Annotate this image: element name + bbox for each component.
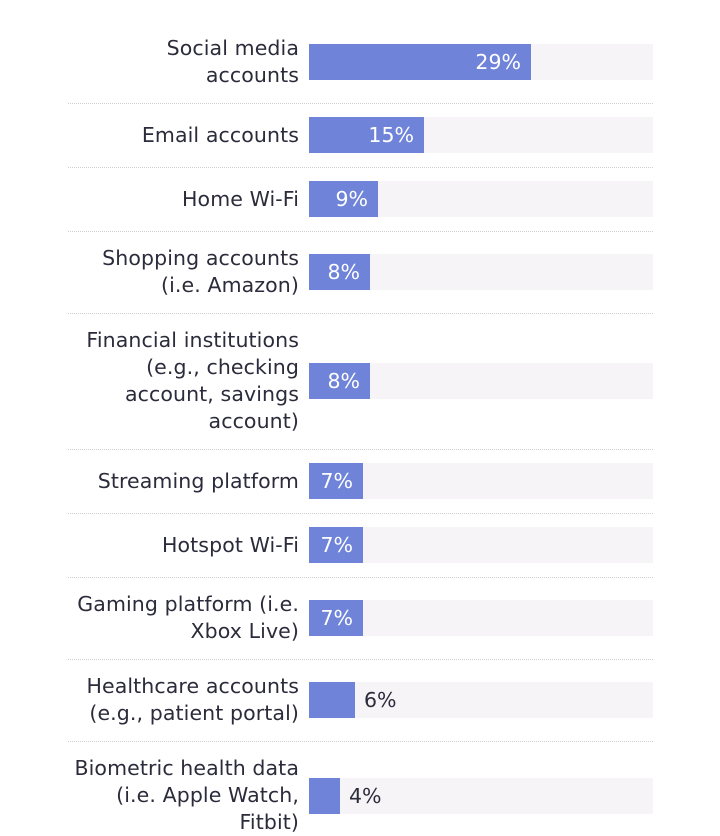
category-label-line: (i.e. Amazon) bbox=[160, 273, 299, 297]
value-label: 7% bbox=[320, 469, 353, 493]
bar bbox=[309, 117, 424, 153]
row-divider bbox=[68, 167, 653, 168]
category-label-line: Biometric health data bbox=[74, 756, 299, 780]
category-label: Financial institutions (e.g., checking acc… bbox=[40, 327, 299, 435]
value-label: 7% bbox=[320, 606, 353, 630]
category-label: Social media accounts bbox=[40, 35, 299, 89]
category-label-line: Hotspot Wi-Fi bbox=[162, 532, 299, 557]
category-label-line: (e.g., patient portal) bbox=[89, 701, 299, 725]
row-divider bbox=[68, 103, 653, 104]
bar-track bbox=[309, 527, 653, 563]
category-label: Email accounts bbox=[40, 122, 299, 149]
row-divider bbox=[68, 313, 653, 314]
value-label: 6% bbox=[364, 688, 397, 712]
bar bbox=[309, 363, 370, 399]
category-label-line: Shopping accounts bbox=[102, 246, 299, 270]
category-label: Home Wi-Fi bbox=[40, 186, 299, 213]
value-label: 9% bbox=[335, 187, 368, 211]
value-label: 29% bbox=[475, 50, 521, 74]
category-label: Biometric health data (i.e. Apple Watch, F… bbox=[40, 755, 299, 836]
category-label-line: Fitbit) bbox=[239, 810, 299, 834]
category-label-line: Streaming platform bbox=[97, 468, 299, 493]
bar bbox=[309, 527, 363, 563]
category-label-line: Home Wi-Fi bbox=[182, 186, 299, 211]
category-label-line: account, savings bbox=[124, 382, 299, 406]
value-label: 8% bbox=[327, 369, 360, 393]
category-label-line: (e.g., checking bbox=[146, 355, 299, 379]
category-label-line: Gaming platform (i.e. bbox=[77, 592, 299, 616]
bar bbox=[309, 181, 378, 217]
category-label-line: Xbox Live) bbox=[190, 619, 299, 643]
category-label: Streaming platform bbox=[40, 468, 299, 495]
row-divider bbox=[68, 741, 653, 742]
row-divider bbox=[68, 577, 653, 578]
bar-track bbox=[309, 463, 653, 499]
category-label: Shopping accounts (i.e. Amazon) bbox=[40, 245, 299, 299]
row-divider bbox=[68, 231, 653, 232]
category-label: Gaming platform (i.e. Xbox Live) bbox=[40, 591, 299, 645]
category-label-line: Healthcare accounts bbox=[86, 674, 299, 698]
category-label-line: Financial institutions bbox=[86, 328, 299, 352]
bar bbox=[309, 777, 340, 814]
category-label-line: Social media bbox=[166, 36, 299, 60]
category-label: Healthcare accounts (e.g., patient portal… bbox=[40, 673, 299, 727]
value-label: 8% bbox=[327, 260, 360, 284]
row-divider bbox=[68, 659, 653, 660]
horizontal-bar-chart: Social media accounts 29% Email accounts 15%… bbox=[40, 35, 653, 834]
bar-track bbox=[309, 600, 653, 636]
bar bbox=[309, 463, 363, 499]
value-label: 15% bbox=[368, 123, 414, 147]
row-divider bbox=[68, 449, 653, 450]
bar-track bbox=[309, 682, 653, 718]
category-label-line: account) bbox=[208, 409, 299, 433]
value-label: 7% bbox=[320, 533, 353, 557]
value-label: 4% bbox=[349, 783, 382, 808]
category-label-line: (i.e. Apple Watch, bbox=[116, 783, 299, 807]
category-label: Hotspot Wi-Fi bbox=[40, 532, 299, 559]
bar bbox=[309, 600, 363, 636]
category-label-line: accounts bbox=[205, 63, 299, 87]
bar bbox=[309, 682, 355, 718]
category-label-line: Email accounts bbox=[141, 122, 299, 147]
bar bbox=[309, 44, 531, 80]
row-divider bbox=[68, 513, 653, 514]
bar bbox=[309, 254, 370, 290]
